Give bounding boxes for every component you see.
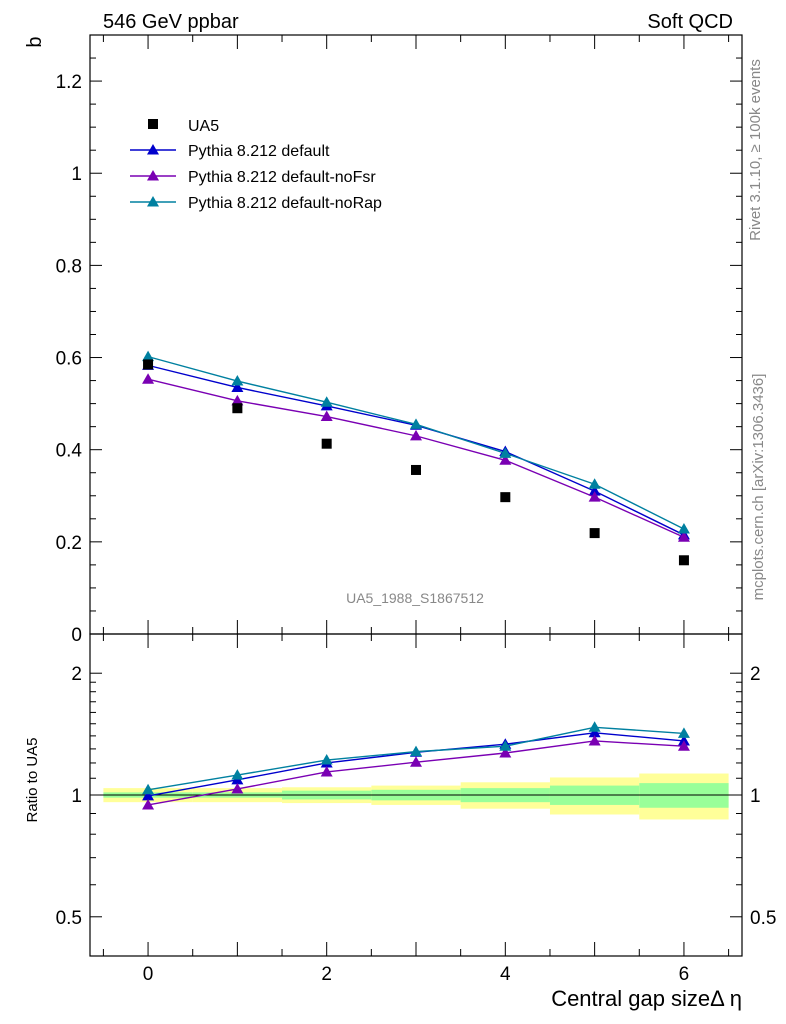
series-marker bbox=[320, 396, 333, 407]
ratio-tick-label-right: 1 bbox=[750, 786, 761, 807]
series-marker bbox=[499, 454, 512, 465]
series-line bbox=[147, 364, 685, 536]
legend-marker-data bbox=[148, 119, 158, 129]
x-axis-title: Central gap sizeΔ η bbox=[551, 986, 742, 1011]
series-marker bbox=[142, 373, 155, 384]
main-ylabel: b bbox=[24, 36, 46, 47]
ratio-marker bbox=[410, 756, 422, 767]
ratio-marker bbox=[588, 721, 601, 732]
series-marker bbox=[588, 478, 601, 489]
data-point bbox=[500, 492, 511, 503]
x-tick-label: 6 bbox=[679, 964, 690, 985]
ratio-ylabel: Ratio to UA5 bbox=[24, 737, 41, 822]
ratio-panel-frame bbox=[89, 633, 743, 957]
ratio-marker bbox=[677, 740, 690, 751]
data-point bbox=[678, 555, 689, 566]
ratio-marker bbox=[142, 798, 155, 810]
ratio-series-lines bbox=[142, 721, 690, 810]
series-marker bbox=[231, 375, 244, 386]
data-point bbox=[321, 438, 332, 449]
series-marker bbox=[410, 418, 422, 429]
process-label: Soft QCD bbox=[647, 11, 733, 33]
legend-marker bbox=[147, 144, 159, 155]
series-marker bbox=[677, 531, 690, 542]
legend: UA5 Pythia 8.212 default Pythia 8.212 defa… bbox=[130, 118, 382, 212]
ratio-marker bbox=[499, 740, 512, 751]
series-marker bbox=[142, 350, 155, 362]
data-points bbox=[143, 359, 689, 566]
series-marker bbox=[499, 447, 512, 458]
ratio-marker bbox=[142, 783, 155, 795]
ratio-marker bbox=[588, 726, 601, 738]
series-marker bbox=[588, 491, 601, 502]
series-line bbox=[147, 378, 685, 538]
data-point bbox=[232, 403, 243, 414]
x-tick-label: 4 bbox=[500, 964, 511, 985]
series-marker bbox=[231, 394, 244, 406]
ratio-tick-label: 0.5 bbox=[56, 908, 82, 929]
x-tick-label: 0 bbox=[143, 964, 154, 985]
data-point bbox=[411, 464, 421, 475]
y-tick-label: 1.2 bbox=[56, 72, 82, 93]
ratio-tick-label: 2 bbox=[71, 664, 82, 685]
legend-label: Pythia 8.212 default-noFsr bbox=[188, 169, 376, 186]
ratio-marker bbox=[588, 734, 601, 746]
ratio-axis-ticks: 0 2 4 6 0.5 0.5 1 1 2 2 bbox=[56, 634, 776, 985]
rivet-version-label: Rivet 3.1.10, ≥ 100k events bbox=[747, 59, 764, 241]
legend-label: UA5 bbox=[188, 118, 219, 135]
ratio-marker bbox=[231, 769, 244, 780]
y-tick-label: 0.4 bbox=[56, 441, 83, 462]
legend-label: Pythia 8.212 default bbox=[188, 143, 330, 160]
series-marker bbox=[231, 381, 244, 392]
ratio-marker bbox=[142, 789, 155, 801]
legend-marker bbox=[147, 196, 159, 207]
legend-label: Pythia 8.212 default-noRap bbox=[188, 195, 382, 212]
main-series-lines bbox=[142, 350, 690, 542]
ratio-marker bbox=[231, 782, 244, 794]
legend-marker bbox=[147, 170, 159, 181]
data-point bbox=[589, 528, 600, 539]
series-marker bbox=[410, 429, 422, 441]
ratio-marker bbox=[320, 765, 333, 777]
ratio-marker bbox=[320, 754, 333, 765]
ratio-tick-label-right: 0.5 bbox=[750, 908, 776, 929]
y-tick-label: 0.2 bbox=[56, 533, 82, 554]
y-tick-label: 0.6 bbox=[56, 349, 82, 370]
main-axis-ticks: 0 0.2 0.4 0.6 0.8 1 1.2 bbox=[56, 34, 742, 646]
mcplots-label: mcplots.cern.ch [arXiv:1306.3436] bbox=[750, 374, 767, 601]
plot-title: 546 GeV ppbar bbox=[103, 11, 239, 33]
series-line bbox=[147, 355, 685, 530]
series-marker bbox=[588, 485, 601, 496]
series-marker bbox=[320, 410, 333, 422]
x-tick-label: 2 bbox=[321, 964, 332, 985]
analysis-id-label: UA5_1988_S1867512 bbox=[346, 590, 484, 606]
ratio-marker bbox=[499, 747, 512, 758]
y-tick-label: 1 bbox=[71, 164, 82, 185]
uncertainty-bands bbox=[90, 773, 742, 820]
ratio-tick-label: 1 bbox=[71, 786, 82, 807]
series-marker bbox=[677, 522, 690, 534]
ratio-tick-label-right: 2 bbox=[750, 664, 761, 685]
y-tick-label: 0.8 bbox=[56, 256, 82, 277]
y-tick-label: 0 bbox=[71, 625, 82, 646]
data-point bbox=[143, 359, 154, 370]
ratio-marker bbox=[410, 745, 422, 757]
ratio-marker bbox=[677, 727, 690, 738]
